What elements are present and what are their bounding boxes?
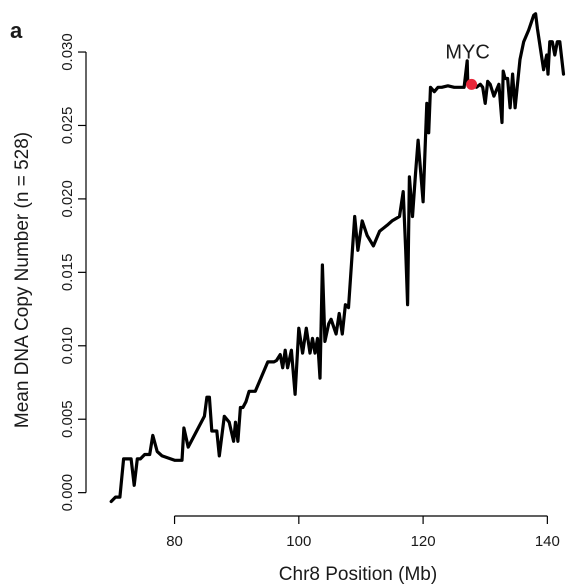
x-tick-label: 80 [166, 533, 183, 550]
y-tick-label: 0.025 [59, 107, 76, 145]
x-axis-title: Chr8 Position (Mb) [279, 564, 437, 585]
myc-label: MYC [445, 41, 489, 63]
y-axis-title: Mean DNA Copy Number (n = 528) [12, 132, 33, 428]
copy-number-line [109, 12, 566, 504]
y-tick-label: 0.030 [59, 33, 76, 71]
x-tick-label: 100 [286, 533, 311, 550]
y-axis: 0.000 0.005 0.010 0.015 0.020 0.025 0.030 [59, 33, 87, 512]
annotation-layer: MYC [445, 41, 490, 90]
y-tick-label: 0.020 [59, 180, 76, 218]
y-tick-label: 0.015 [59, 254, 76, 292]
panel-letter: a [10, 18, 23, 43]
y-tick-label: 0.000 [59, 474, 76, 512]
x-axis: 80 100 120 140 [166, 515, 560, 550]
y-tick-label: 0.010 [59, 327, 76, 365]
x-tick-label: 120 [411, 533, 436, 550]
x-tick-label: 140 [535, 533, 560, 550]
series-layer [109, 12, 566, 504]
myc-marker [466, 78, 478, 90]
y-tick-label: 0.005 [59, 400, 76, 438]
